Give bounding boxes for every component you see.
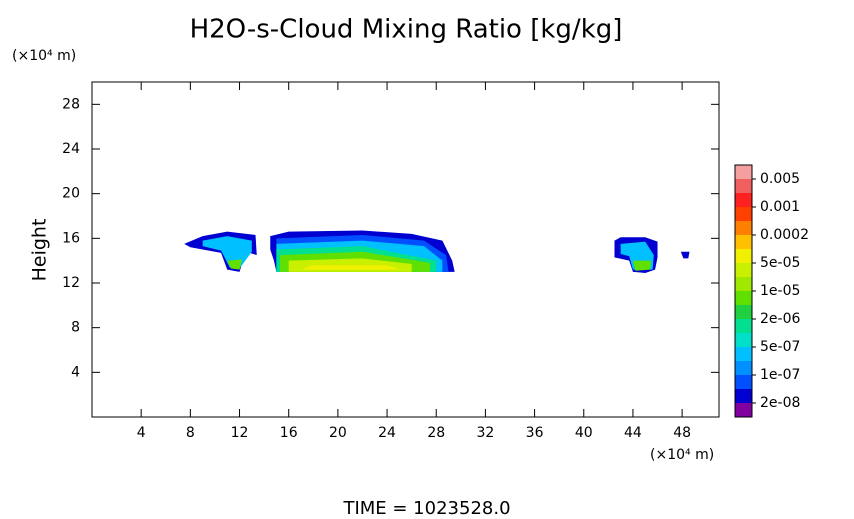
colorbar-swatch bbox=[735, 291, 752, 305]
colorbar-swatch bbox=[735, 193, 752, 207]
y-axis-label: Height bbox=[29, 219, 51, 282]
colorbar-swatch bbox=[735, 165, 752, 179]
x-tick-label: 32 bbox=[476, 425, 494, 441]
colorbar-swatch bbox=[735, 263, 752, 277]
footer: TIME = 1023528.0 bbox=[342, 498, 510, 519]
x-tick-label: 28 bbox=[427, 425, 445, 441]
x-tick-label: 44 bbox=[624, 425, 642, 441]
colorbar-label: 5e-07 bbox=[760, 339, 800, 355]
colorbar-swatch bbox=[735, 207, 752, 221]
colorbar-swatch bbox=[735, 347, 752, 361]
colorbar-label: 1e-05 bbox=[760, 283, 800, 299]
colorbar-swatch bbox=[735, 333, 752, 347]
x-tick-label: 20 bbox=[329, 425, 347, 441]
colorbar-label: 5e-05 bbox=[760, 255, 800, 271]
chart-title: H2O-s-Cloud Mixing Ratio [kg/kg] bbox=[190, 15, 623, 45]
x-tick-label: 36 bbox=[526, 425, 544, 441]
colorbar-swatch bbox=[735, 235, 752, 249]
x-tick-label: 48 bbox=[673, 425, 691, 441]
plot-frame bbox=[91, 81, 720, 418]
y-tick-label: 20 bbox=[62, 186, 80, 202]
colorbar-swatch bbox=[735, 305, 752, 319]
x-tick-label: 16 bbox=[280, 425, 298, 441]
colorbar-swatch bbox=[735, 403, 752, 417]
colorbar-swatch bbox=[735, 375, 752, 389]
colorbar-swatch bbox=[735, 221, 752, 235]
x-tick-label: 4 bbox=[137, 425, 146, 441]
colorbar-label: 0.005 bbox=[760, 171, 800, 187]
colorbar-swatch bbox=[735, 249, 752, 263]
colorbar-swatch bbox=[735, 277, 752, 291]
colorbar-swatch bbox=[735, 179, 752, 193]
y-tick-label: 4 bbox=[71, 364, 80, 380]
x-tick-label: 24 bbox=[378, 425, 396, 441]
colorbar-label: 1e-07 bbox=[760, 367, 800, 383]
y-tick-label: 24 bbox=[62, 141, 80, 157]
cloud-region bbox=[680, 251, 690, 259]
y-unit: (×10⁴ m) bbox=[12, 48, 76, 64]
colorbar-swatch bbox=[735, 361, 752, 375]
colorbar-swatch bbox=[735, 389, 752, 403]
y-tick-label: 12 bbox=[62, 275, 80, 291]
x-tick-label: 40 bbox=[575, 425, 593, 441]
x-tick-label: 8 bbox=[186, 425, 195, 441]
cloud-region bbox=[632, 260, 652, 271]
y-tick-label: 28 bbox=[62, 96, 80, 112]
colorbar-label: 0.001 bbox=[760, 199, 800, 215]
colorbar-label: 0.0002 bbox=[760, 227, 809, 243]
cloud-region bbox=[301, 265, 400, 270]
colorbar-label: 2e-08 bbox=[760, 395, 800, 411]
colorbar-swatch bbox=[735, 319, 752, 333]
x-unit: (×10⁴ m) bbox=[650, 447, 714, 463]
x-tick-label: 12 bbox=[231, 425, 249, 441]
cloud-region bbox=[227, 259, 242, 270]
y-tick-label: 8 bbox=[71, 320, 80, 336]
colorbar-label: 2e-06 bbox=[760, 311, 800, 327]
y-tick-label: 16 bbox=[62, 230, 80, 246]
